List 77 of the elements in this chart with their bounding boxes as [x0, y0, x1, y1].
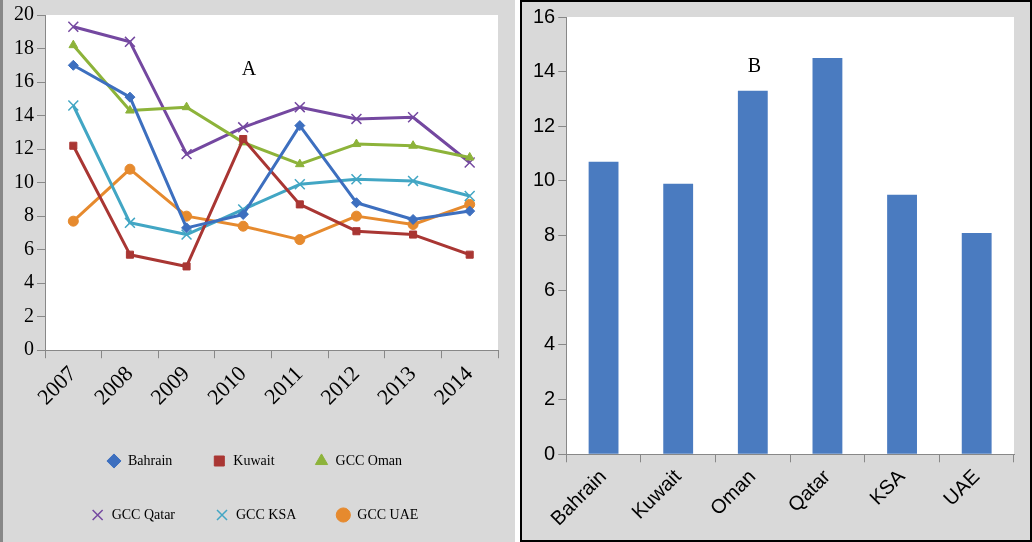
legend-label: GCC UAE — [357, 506, 419, 522]
point — [295, 200, 304, 209]
point — [237, 220, 249, 232]
point — [125, 105, 135, 114]
bar — [887, 194, 917, 454]
point — [237, 208, 249, 220]
point — [294, 101, 306, 113]
point — [180, 148, 193, 160]
point — [294, 178, 306, 190]
point — [350, 173, 363, 185]
y-tick-label: 14 — [14, 102, 34, 125]
point — [67, 21, 80, 33]
point — [464, 205, 476, 217]
legend-label: GCC Oman — [335, 452, 403, 468]
point — [350, 197, 362, 209]
point — [182, 262, 191, 271]
y-tick-label: 20 — [14, 2, 34, 25]
point — [294, 234, 306, 246]
point — [181, 101, 192, 111]
point — [124, 36, 136, 48]
point — [351, 138, 362, 148]
y-tick-label: 10 — [533, 168, 556, 191]
point — [294, 120, 306, 132]
y-tick-label: 16 — [14, 69, 34, 92]
bar — [737, 90, 768, 454]
point — [124, 163, 136, 175]
point — [463, 190, 476, 202]
point — [67, 215, 79, 227]
annotation: B — [747, 54, 761, 76]
point — [407, 175, 419, 187]
y-tick-label: 8 — [544, 223, 556, 246]
point — [407, 111, 419, 123]
point — [181, 222, 193, 234]
bar — [588, 161, 619, 454]
legend-label: Bahrain — [127, 452, 173, 468]
point — [124, 217, 136, 229]
y-tick-label: 4 — [24, 270, 34, 293]
y-tick-label: 2 — [544, 387, 556, 410]
y-tick-label: 8 — [24, 203, 34, 226]
point — [465, 250, 474, 259]
point — [68, 39, 79, 49]
point — [69, 141, 78, 150]
legend-label: GCC Qatar — [111, 506, 176, 522]
point — [125, 250, 134, 259]
x-tick-label: KSA — [864, 464, 910, 509]
point — [407, 213, 419, 225]
bar — [812, 58, 843, 454]
y-tick-label: 6 — [24, 236, 34, 259]
bar — [961, 232, 992, 454]
annotation: A — [241, 57, 257, 80]
point — [124, 91, 136, 103]
y-tick-label: 18 — [14, 35, 34, 58]
y-tick-label: 12 — [14, 136, 34, 159]
y-tick-label: 10 — [14, 169, 34, 192]
point — [180, 228, 193, 241]
y-tick-label: 6 — [544, 277, 556, 300]
point — [67, 59, 79, 71]
point — [237, 121, 249, 133]
point — [350, 113, 363, 125]
legend-label: Kuwait — [233, 452, 275, 468]
point — [408, 140, 418, 149]
y-tick-label: 0 — [544, 441, 556, 464]
y-tick-label: 16 — [533, 4, 556, 27]
point — [350, 210, 362, 222]
bar — [663, 183, 694, 454]
point — [464, 151, 475, 161]
y-tick-label: 12 — [533, 113, 556, 136]
y-tick-label: 0 — [24, 337, 34, 360]
y-tick-label: 2 — [24, 303, 34, 326]
point — [67, 99, 80, 112]
point — [463, 156, 476, 169]
y-tick-label: 4 — [544, 332, 556, 355]
legend-label: GCC KSA — [236, 506, 298, 522]
point — [409, 230, 418, 239]
y-tick-label: 14 — [533, 59, 556, 82]
point — [294, 158, 305, 168]
point — [352, 227, 361, 236]
